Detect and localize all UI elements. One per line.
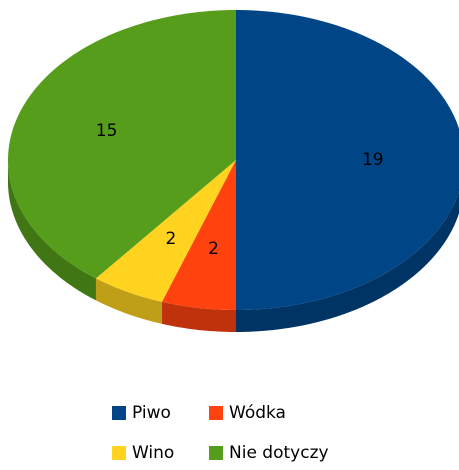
legend-swatch [209,406,223,420]
legend-swatch [209,446,223,460]
data-label: 15 [96,121,118,141]
data-label: 2 [165,229,176,249]
slice-side [95,278,162,324]
slice [236,10,459,310]
slice-side [236,191,459,332]
legend-label: Nie dotyczy [229,443,329,463]
legend-label: Wódka [229,403,286,423]
slice [95,160,237,302]
slice-side [161,301,236,332]
legend-swatch [112,406,126,420]
legend-label: Wino [132,443,174,463]
slice [161,160,236,310]
legend-swatch [112,446,126,460]
slice [8,10,236,279]
slice-side [8,160,96,301]
legend-label: Piwo [132,403,171,423]
data-label: 19 [362,150,384,170]
data-label: 2 [208,239,219,259]
